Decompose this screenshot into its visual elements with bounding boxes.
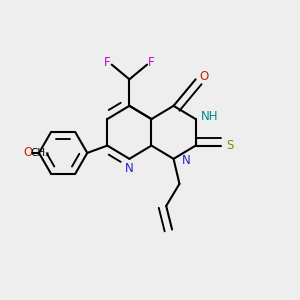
Text: O: O bbox=[23, 146, 32, 159]
Text: N: N bbox=[125, 162, 134, 175]
Text: O: O bbox=[200, 70, 209, 83]
Text: CH₃: CH₃ bbox=[31, 148, 50, 158]
Text: NH: NH bbox=[201, 110, 218, 123]
Text: F: F bbox=[104, 56, 111, 69]
Text: S: S bbox=[226, 139, 234, 152]
Text: N: N bbox=[182, 154, 190, 167]
Text: F: F bbox=[148, 56, 155, 69]
